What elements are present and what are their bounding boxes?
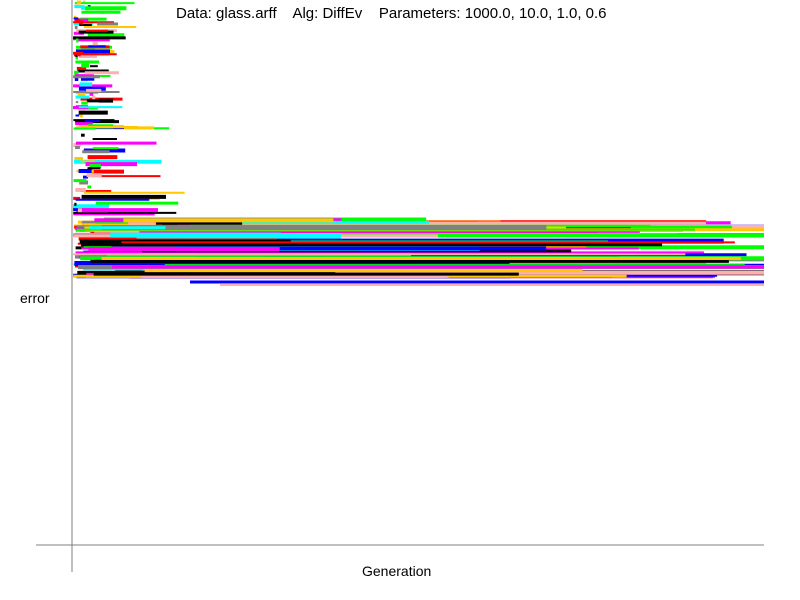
chart-title: Data: glass.arff Alg: DiffEv Parameters:…	[176, 5, 607, 22]
series-traces	[73, 0, 764, 286]
x-axis-label: Generation	[362, 563, 432, 579]
y-axis-label: error	[20, 290, 50, 306]
